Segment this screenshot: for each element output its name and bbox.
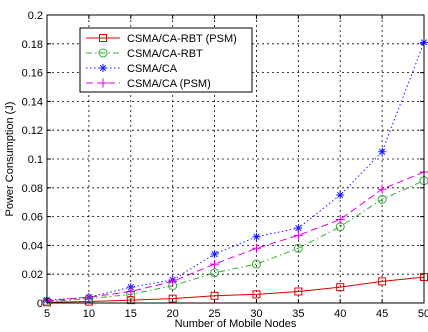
legend: CSMA/CA-RBT (PSM) CSMA/CA-RBT CSMA/CA CSMA/… — [79, 27, 253, 93]
legend-label: CSMA/CA — [127, 63, 178, 75]
legend-marker — [98, 48, 108, 58]
data-point — [378, 147, 387, 156]
legend-entry: CSMA/CA — [86, 63, 178, 75]
y-tick-label: 0.08 — [22, 183, 43, 195]
x-tick-label: 5 — [44, 308, 50, 320]
y-tick-label: 0.18 — [22, 39, 43, 51]
data-point — [336, 191, 345, 199]
x-tick-label: 10 — [83, 308, 95, 320]
data-point — [377, 194, 387, 204]
series-line — [46, 180, 425, 303]
data-point — [252, 290, 261, 299]
y-tick-label: 0 — [37, 298, 43, 310]
data-point — [126, 286, 136, 296]
data-point — [294, 224, 303, 233]
y-tick-label: 0.2 — [28, 10, 43, 22]
series-line — [46, 171, 425, 302]
series-line — [46, 276, 425, 303]
data-point — [377, 184, 387, 194]
data-point — [210, 268, 220, 278]
legend-label: CSMA/CA-RBT — [127, 48, 203, 60]
y-tick-label: 0.16 — [22, 68, 43, 80]
data-point — [336, 283, 345, 292]
y-tick-label: 0.04 — [22, 240, 43, 252]
data-point — [252, 232, 261, 241]
x-tick-label: 15 — [125, 308, 137, 320]
legend-marker — [99, 64, 107, 72]
data-point — [210, 259, 220, 269]
plot-frame — [46, 14, 425, 304]
legend-marker — [99, 34, 107, 42]
y-axis-label: Power Consumption (J) — [4, 102, 16, 217]
data-point — [168, 276, 178, 286]
series-3 — [42, 167, 428, 306]
y-tick-label: 0.14 — [22, 96, 43, 108]
x-tick-label: 40 — [334, 308, 346, 320]
legend-label: CSMA/CA (PSM) — [127, 78, 211, 90]
y-tick-label: 0.12 — [22, 125, 43, 137]
data-point — [84, 292, 94, 302]
y-tick-label: 0.06 — [22, 212, 43, 224]
data-point — [251, 243, 261, 253]
data-point — [210, 250, 219, 259]
y-tick-label: 0.02 — [22, 269, 43, 281]
y-ticks: 0 0.02 0.04 0.06 0.08 0.1 0.12 0.14 0.16 0.18 0.2 — [22, 10, 424, 310]
x-axis-label: Number of Mobile Nodes — [175, 318, 297, 330]
data-point — [251, 259, 261, 269]
data-point — [378, 277, 387, 286]
x-tick-label: 30 — [250, 308, 262, 320]
series-line — [46, 42, 425, 301]
x-tick-label: 50 — [418, 308, 428, 320]
data-point — [168, 294, 177, 303]
legend-entry: CSMA/CA-RBT (PSM) — [86, 33, 237, 45]
x-tick-label: 35 — [292, 308, 304, 320]
legend-label: CSMA/CA-RBT (PSM) — [127, 33, 237, 45]
data-point — [335, 214, 345, 224]
y-tick-label: 0.1 — [28, 154, 43, 166]
data-point — [210, 291, 219, 300]
x-tick-label: 45 — [376, 308, 388, 320]
x-tick-label: 20 — [167, 308, 179, 320]
data-point — [293, 230, 303, 240]
data-point — [126, 296, 135, 305]
legend-marker — [98, 78, 108, 88]
data-point — [294, 287, 303, 296]
x-tick-label: 25 — [208, 308, 220, 320]
legend-entry: CSMA/CA (PSM) — [86, 78, 211, 90]
series-1 — [42, 176, 428, 307]
data-point — [293, 243, 303, 253]
legend-entry: CSMA/CA-RBT — [86, 48, 203, 60]
legend-box — [79, 27, 253, 93]
